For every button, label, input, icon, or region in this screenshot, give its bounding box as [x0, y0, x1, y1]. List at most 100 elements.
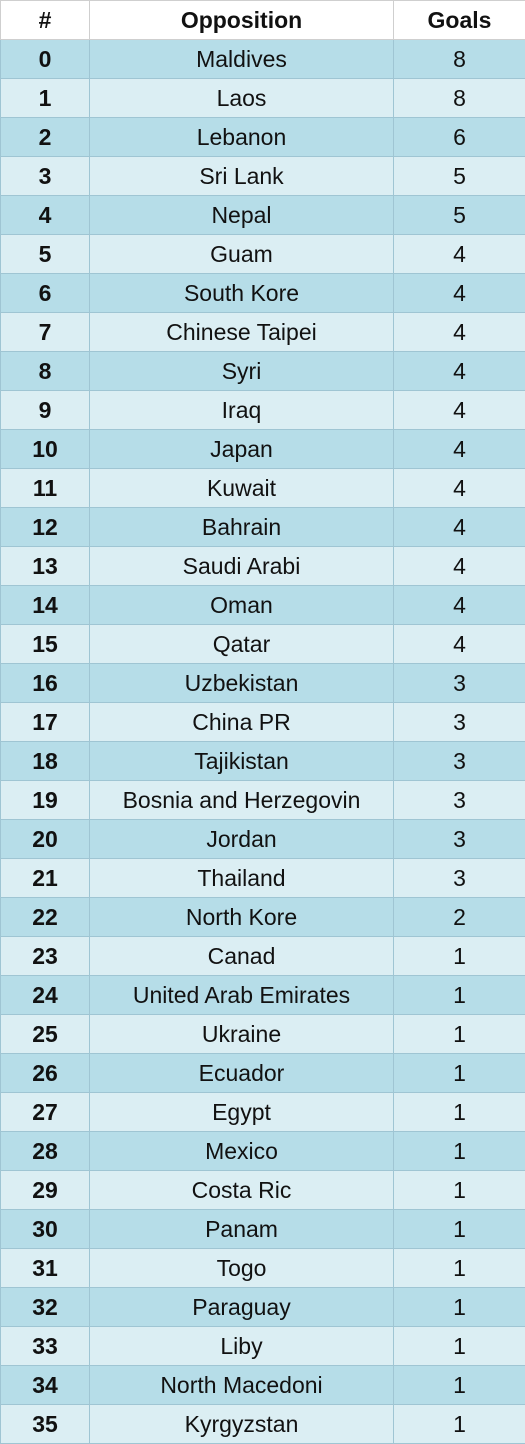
row-index-cell: 16 [1, 664, 90, 703]
row-goals-cell: 4 [394, 235, 525, 274]
row-index-cell: 8 [1, 352, 90, 391]
row-opposition-cell: Costa Ric [90, 1171, 394, 1210]
row-index-cell: 27 [1, 1093, 90, 1132]
row-opposition-cell: South Kore [90, 274, 394, 313]
row-goals-cell: 1 [394, 1054, 525, 1093]
row-opposition-cell: Panam [90, 1210, 394, 1249]
row-goals-cell: 2 [394, 898, 525, 937]
row-goals-cell: 3 [394, 742, 525, 781]
row-index-cell: 12 [1, 508, 90, 547]
row-index-cell: 22 [1, 898, 90, 937]
row-opposition-cell: North Macedoni [90, 1366, 394, 1405]
row-goals-cell: 8 [394, 79, 525, 118]
row-goals-cell: 1 [394, 1366, 525, 1405]
row-goals-cell: 1 [394, 1093, 525, 1132]
row-index-cell: 7 [1, 313, 90, 352]
row-opposition-cell: Jordan [90, 820, 394, 859]
row-index-cell: 24 [1, 976, 90, 1015]
row-opposition-cell: Liby [90, 1327, 394, 1366]
row-goals-cell: 1 [394, 1132, 525, 1171]
row-index-cell: 35 [1, 1405, 90, 1444]
row-goals-cell: 4 [394, 274, 525, 313]
row-index-cell: 10 [1, 430, 90, 469]
row-index-cell: 5 [1, 235, 90, 274]
row-opposition-cell: United Arab Emirates [90, 976, 394, 1015]
row-goals-cell: 1 [394, 1015, 525, 1054]
row-opposition-cell: Ukraine [90, 1015, 394, 1054]
row-opposition-cell: Laos [90, 79, 394, 118]
row-opposition-cell: Tajikistan [90, 742, 394, 781]
row-index-cell: 4 [1, 196, 90, 235]
column-header-index: # [1, 1, 90, 40]
row-goals-cell: 1 [394, 1210, 525, 1249]
row-goals-cell: 5 [394, 157, 525, 196]
row-goals-cell: 3 [394, 820, 525, 859]
row-index-cell: 17 [1, 703, 90, 742]
row-opposition-cell: Kuwait [90, 469, 394, 508]
row-opposition-cell: North Kore [90, 898, 394, 937]
column-header-opposition: Opposition [90, 1, 394, 40]
row-index-cell: 26 [1, 1054, 90, 1093]
row-opposition-cell: Sri Lank [90, 157, 394, 196]
row-goals-cell: 1 [394, 937, 525, 976]
row-opposition-cell: Canad [90, 937, 394, 976]
row-index-cell: 1 [1, 79, 90, 118]
row-opposition-cell: Syri [90, 352, 394, 391]
row-goals-cell: 3 [394, 781, 525, 820]
row-goals-cell: 1 [394, 1405, 525, 1444]
row-goals-cell: 3 [394, 703, 525, 742]
row-opposition-cell: Iraq [90, 391, 394, 430]
row-opposition-cell: Egypt [90, 1093, 394, 1132]
row-goals-cell: 1 [394, 1327, 525, 1366]
row-index-cell: 21 [1, 859, 90, 898]
row-opposition-cell: Uzbekistan [90, 664, 394, 703]
row-goals-cell: 1 [394, 976, 525, 1015]
row-index-cell: 0 [1, 40, 90, 79]
row-opposition-cell: Oman [90, 586, 394, 625]
row-index-cell: 31 [1, 1249, 90, 1288]
row-index-cell: 25 [1, 1015, 90, 1054]
row-opposition-cell: Qatar [90, 625, 394, 664]
row-goals-cell: 4 [394, 547, 525, 586]
row-opposition-cell: Kyrgyzstan [90, 1405, 394, 1444]
row-index-cell: 11 [1, 469, 90, 508]
row-index-cell: 28 [1, 1132, 90, 1171]
row-index-cell: 2 [1, 118, 90, 157]
row-index-cell: 34 [1, 1366, 90, 1405]
row-goals-cell: 6 [394, 118, 525, 157]
row-opposition-cell: Bosnia and Herzegovin [90, 781, 394, 820]
row-index-cell: 9 [1, 391, 90, 430]
row-opposition-cell: Togo [90, 1249, 394, 1288]
row-index-cell: 29 [1, 1171, 90, 1210]
row-index-cell: 33 [1, 1327, 90, 1366]
row-opposition-cell: Lebanon [90, 118, 394, 157]
row-opposition-cell: Japan [90, 430, 394, 469]
row-opposition-cell: Maldives [90, 40, 394, 79]
row-index-cell: 32 [1, 1288, 90, 1327]
